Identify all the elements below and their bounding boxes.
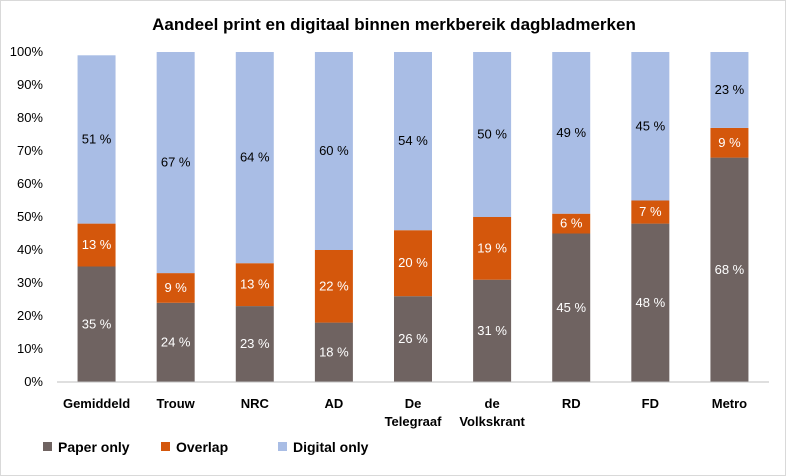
bar-segment <box>710 52 749 128</box>
data-label: 6 % <box>560 216 583 231</box>
bar-segment <box>314 322 353 382</box>
bar-segment <box>710 157 749 382</box>
y-tick-label: 0% <box>24 374 43 389</box>
data-label: 50 % <box>477 127 507 142</box>
bar-segment <box>235 263 274 307</box>
x-tick-label: Telegraaf <box>385 414 443 429</box>
x-tick-label: NRC <box>241 396 270 411</box>
legend-label: Overlap <box>176 439 228 455</box>
bar-segment <box>314 250 353 323</box>
data-label: 24 % <box>161 334 191 349</box>
y-tick-label: 40% <box>17 242 43 257</box>
bar-segment <box>552 52 591 214</box>
bar-segment <box>473 52 512 217</box>
bar-segment <box>156 52 195 274</box>
y-tick-label: 20% <box>17 308 43 323</box>
data-label: 54 % <box>398 133 428 148</box>
bar-segment <box>235 306 274 382</box>
y-tick-label: 50% <box>17 209 43 224</box>
bar-segment <box>156 302 195 382</box>
x-tick-label: de <box>485 396 500 411</box>
bar-segment <box>552 233 591 382</box>
x-tick-label: FD <box>642 396 659 411</box>
legend-swatch <box>161 442 170 451</box>
legend-swatch <box>278 442 287 451</box>
y-tick-label: 70% <box>17 143 43 158</box>
y-tick-label: 10% <box>17 341 43 356</box>
y-tick-label: 60% <box>17 176 43 191</box>
legend-label: Digital only <box>293 439 369 455</box>
x-tick-label: Volkskrant <box>459 414 525 429</box>
data-label: 60 % <box>319 143 349 158</box>
x-axis: Gemiddeld Trouw NRC AD De Telegraaf de Volkskra… <box>57 381 769 429</box>
y-tick-label: 100% <box>10 44 44 59</box>
data-label: 9 % <box>164 280 187 295</box>
y-tick-label: 80% <box>17 110 43 125</box>
bar-segment <box>473 279 512 382</box>
data-label: 22 % <box>319 278 349 293</box>
x-tick-label: RD <box>562 396 581 411</box>
data-label: 13 % <box>82 237 112 252</box>
data-label: 45 % <box>556 300 586 315</box>
bar-segment <box>394 230 432 297</box>
data-label: 19 % <box>477 240 507 255</box>
chart-title: Aandeel print en digitaal binnen merkber… <box>152 15 636 34</box>
bar-segment <box>631 200 670 224</box>
x-tick-label: Trouw <box>157 396 196 411</box>
bar-segment <box>473 217 512 280</box>
bar-segment <box>314 52 353 250</box>
data-label: 45 % <box>636 118 666 133</box>
y-tick-label: 30% <box>17 275 43 290</box>
x-tick-label: De <box>405 396 422 411</box>
bar-segment <box>235 52 274 264</box>
bar-segment <box>631 52 670 201</box>
data-label: 7 % <box>639 204 662 219</box>
bar-segment <box>77 223 116 267</box>
bar-segment <box>394 52 432 231</box>
data-label: 20 % <box>398 255 428 270</box>
bar-segment <box>77 55 116 224</box>
x-tick-label: Metro <box>712 396 747 411</box>
y-tick-label: 90% <box>17 77 43 92</box>
data-label: 48 % <box>636 295 666 310</box>
legend-label: Paper only <box>58 439 130 455</box>
bar-segment <box>710 127 749 158</box>
bar-segment <box>394 296 432 382</box>
x-tick-label: Gemiddeld <box>63 396 130 411</box>
data-label: 67 % <box>161 155 191 170</box>
data-label: 18 % <box>319 344 349 359</box>
bar-segment <box>156 273 195 303</box>
bar-segment <box>552 213 591 234</box>
y-axis: 0% 10% 20% 30% 40% 50% 60% 70% 80% 90% 100% <box>10 44 44 389</box>
data-label: 49 % <box>556 125 586 140</box>
bars: 35 % 13 % 51 % 24 % 9 % 67 % 23 % 13 % 64 % 18 % 2… <box>77 52 749 382</box>
data-label: 23 % <box>715 82 745 97</box>
data-label: 26 % <box>398 331 428 346</box>
data-label: 68 % <box>715 262 745 277</box>
data-label: 64 % <box>240 150 270 165</box>
data-label: 51 % <box>82 131 112 146</box>
data-label: 31 % <box>477 323 507 338</box>
data-label: 35 % <box>82 316 112 331</box>
x-tick-label: AD <box>324 396 343 411</box>
data-label: 23 % <box>240 336 270 351</box>
bar-segment <box>631 223 670 382</box>
data-label: 9 % <box>718 135 741 150</box>
legend: Paper only Overlap Digital only <box>43 439 369 455</box>
bar-segment <box>77 266 116 382</box>
legend-swatch <box>43 442 52 451</box>
data-label: 13 % <box>240 277 270 292</box>
